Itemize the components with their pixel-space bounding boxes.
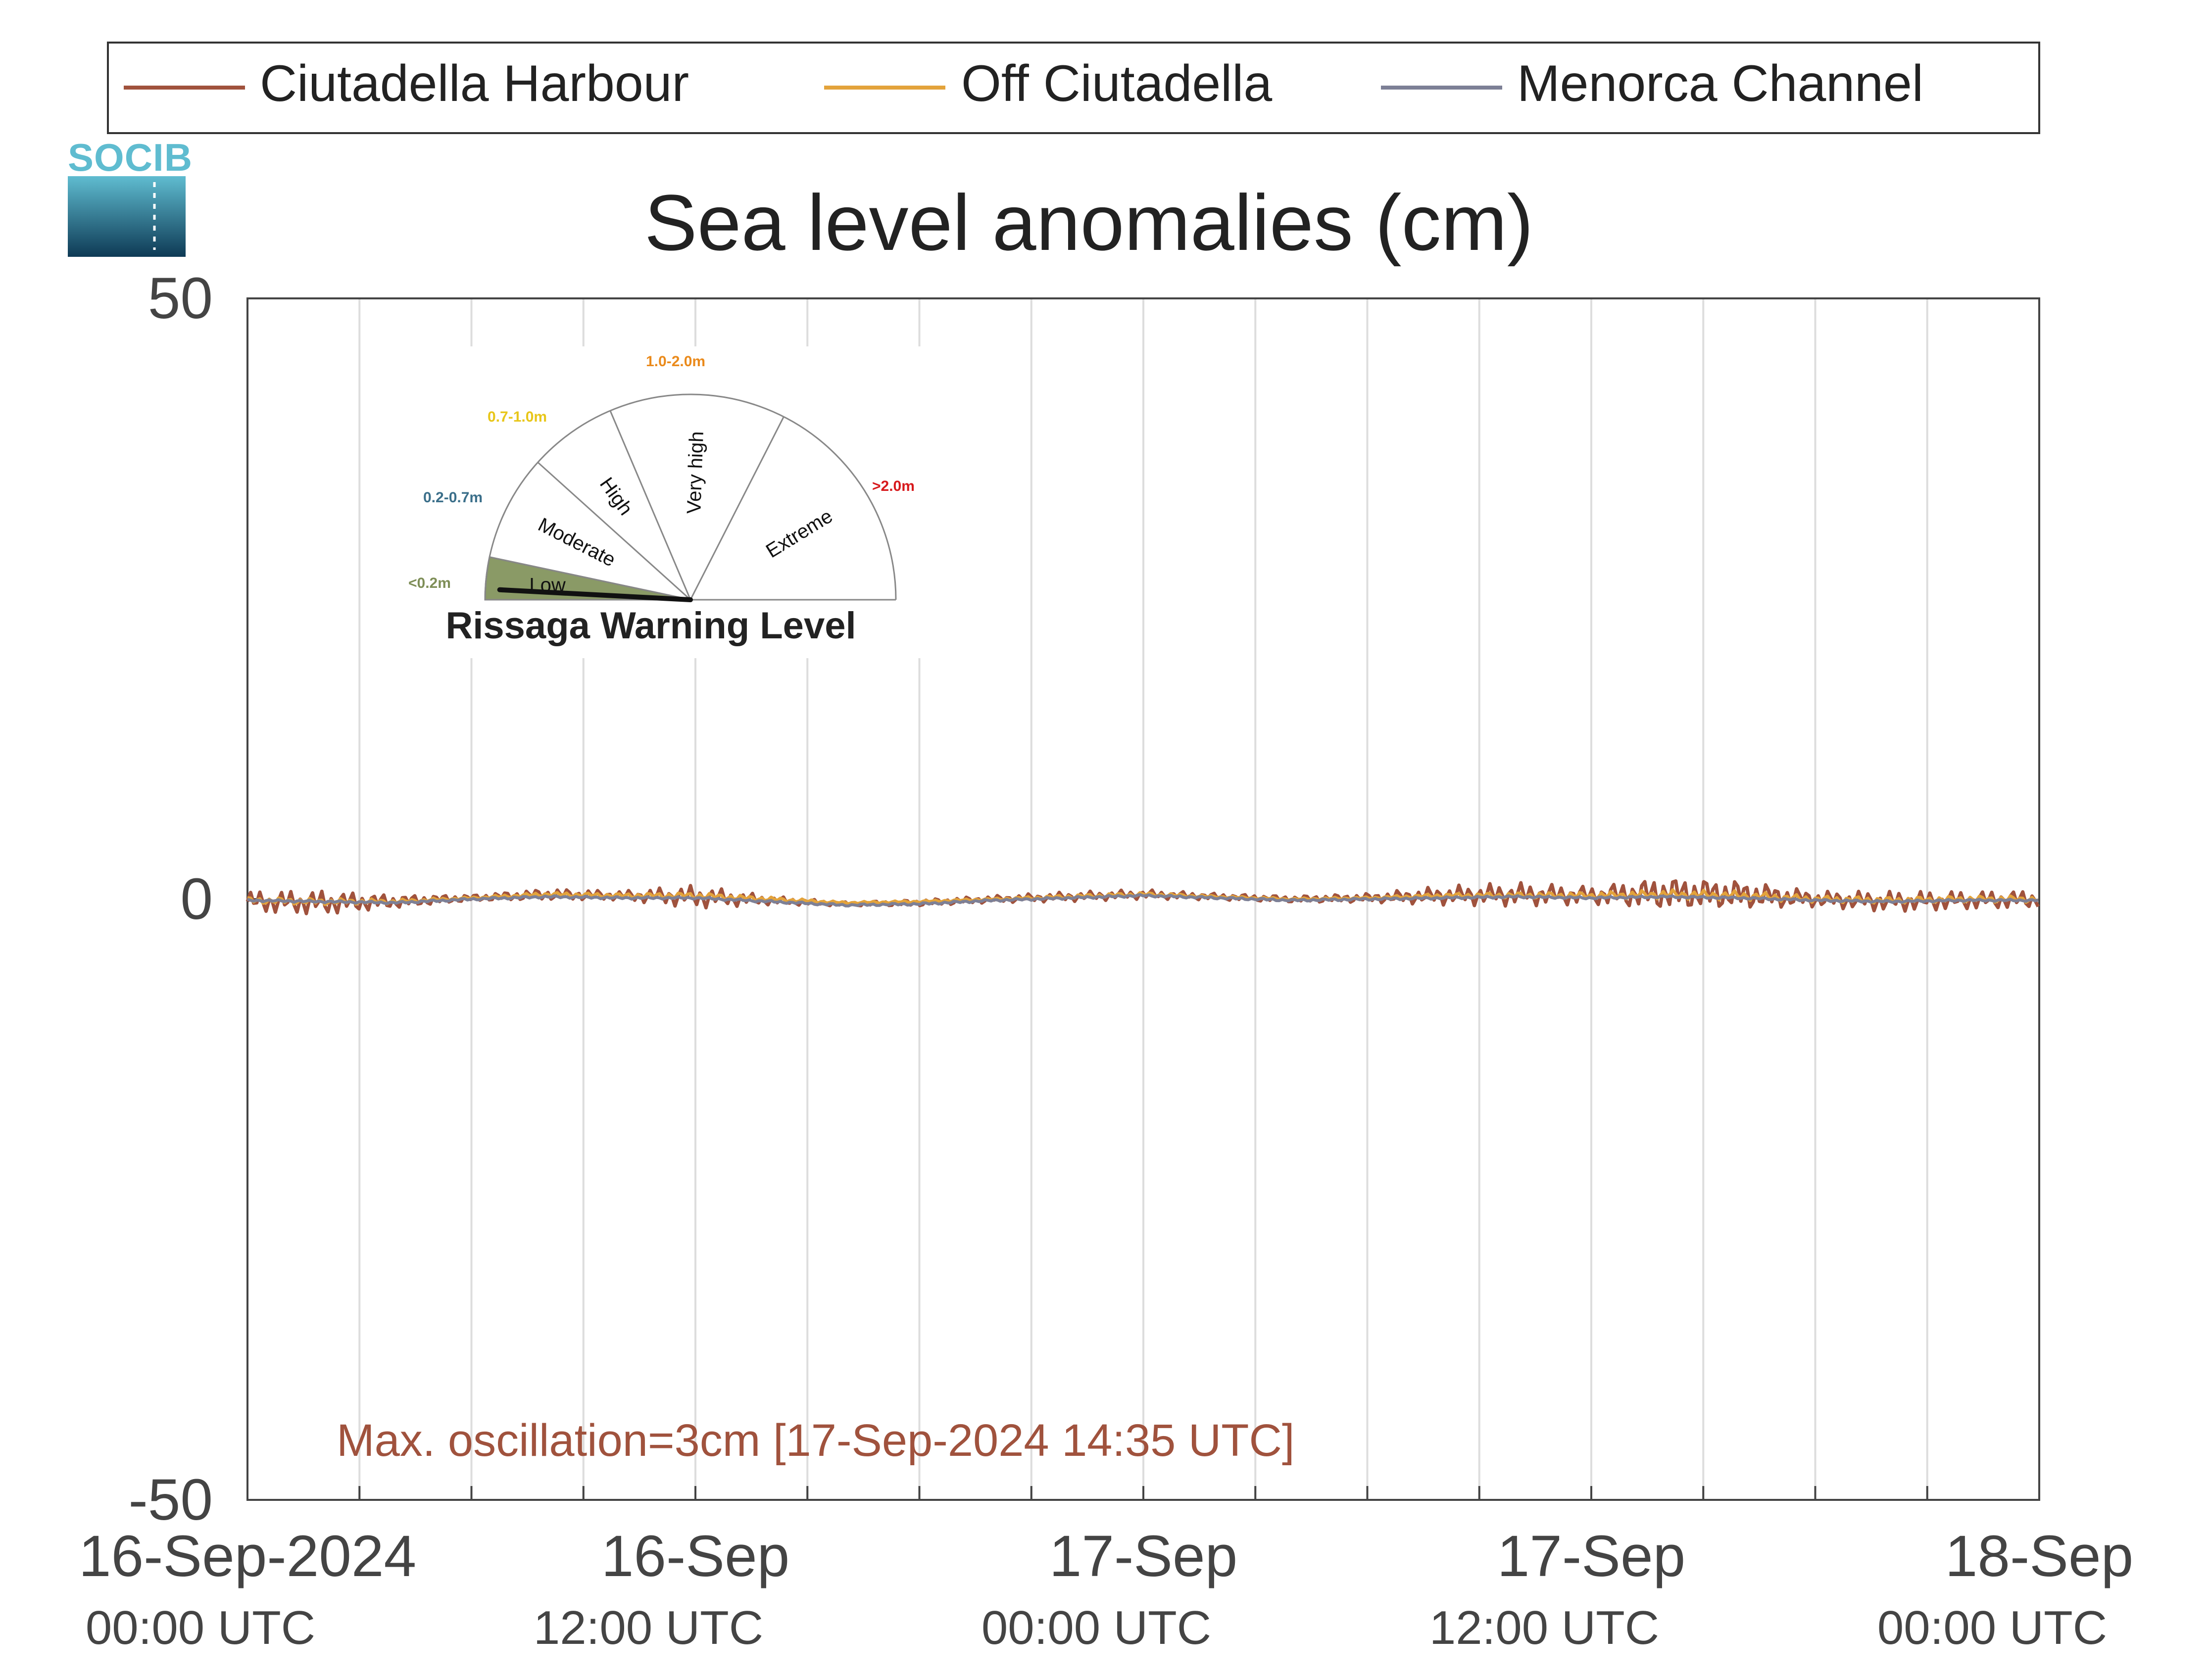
x-tick-label-date: 16-Sep	[601, 1524, 790, 1589]
gauge-outline	[484, 393, 897, 601]
y-tick-label: -50	[128, 1467, 213, 1533]
series-line-menorca-channel	[246, 893, 2039, 908]
gauge-divider	[537, 462, 691, 601]
series-lines	[245, 879, 2040, 915]
legend-label-menorca-channel: Menorca Channel	[1517, 55, 1923, 112]
y-axis-ticks: -50 0 50	[128, 266, 261, 1533]
gauge-title: Rissaga Warning Level	[445, 605, 856, 647]
x-tick-label-time: 12:00 UTC	[534, 1601, 763, 1654]
legend-label-off-ciutadella: Off Ciutadella	[961, 55, 1272, 112]
gauge-dividers	[489, 410, 785, 601]
x-axis-ticks: 16-Sep-2024 00:00 UTC 16-Sep 12:00 UTC 17-Se…	[79, 1486, 2133, 1654]
gauge-divider	[609, 410, 691, 600]
chart-title: Sea level anomalies (cm)	[644, 178, 1533, 267]
gauge-divider	[689, 416, 785, 600]
x-tick-label-time: 00:00 UTC	[982, 1601, 1211, 1654]
gauge-range-extreme: >2.0m	[872, 478, 915, 494]
gauge-background	[393, 346, 931, 658]
legend-box	[107, 42, 2040, 134]
gauge-range-high: 0.7-1.0m	[488, 409, 547, 425]
socib-logo-block	[68, 176, 186, 257]
x-tick-label-date: 17-Sep	[1049, 1524, 1238, 1589]
gauge-range-low: <0.2m	[408, 575, 451, 591]
gauge-divider	[489, 556, 691, 601]
x-tick-label-time: 00:00 UTC	[1877, 1601, 2107, 1654]
y-tick-label: 50	[148, 266, 213, 331]
x-tick-label-time: 12:00 UTC	[1429, 1601, 1659, 1654]
socib-logo-text: SOCIB	[68, 136, 193, 179]
rissaga-warning-gauge: Low Moderate High Very high Extreme <0.2…	[393, 346, 931, 658]
socib-logo: SOCIB	[68, 136, 193, 257]
x-tick-label-date: 16-Sep-2024	[79, 1524, 416, 1589]
max-oscillation-annotation: Max. oscillation=3cm [17-Sep-2024 14:35 …	[337, 1415, 1295, 1466]
x-tick-label-date: 18-Sep	[1945, 1524, 2134, 1589]
legend: Ciutadella Harbour Off Ciutadella Menorc…	[107, 42, 2040, 134]
y-tick-label: 0	[180, 866, 213, 932]
gauge-label-very-high: Very high	[683, 431, 708, 514]
legend-label-ciutadella-harbour: Ciutadella Harbour	[260, 55, 689, 112]
gauge-range-moderate: 0.2-0.7m	[423, 489, 483, 506]
gauge-needle	[497, 587, 693, 602]
gauge-range-very-high: 1.0-2.0m	[646, 353, 705, 370]
x-tick-label-date: 17-Sep	[1497, 1524, 1686, 1589]
x-tick-label-time: 00:00 UTC	[86, 1601, 315, 1654]
